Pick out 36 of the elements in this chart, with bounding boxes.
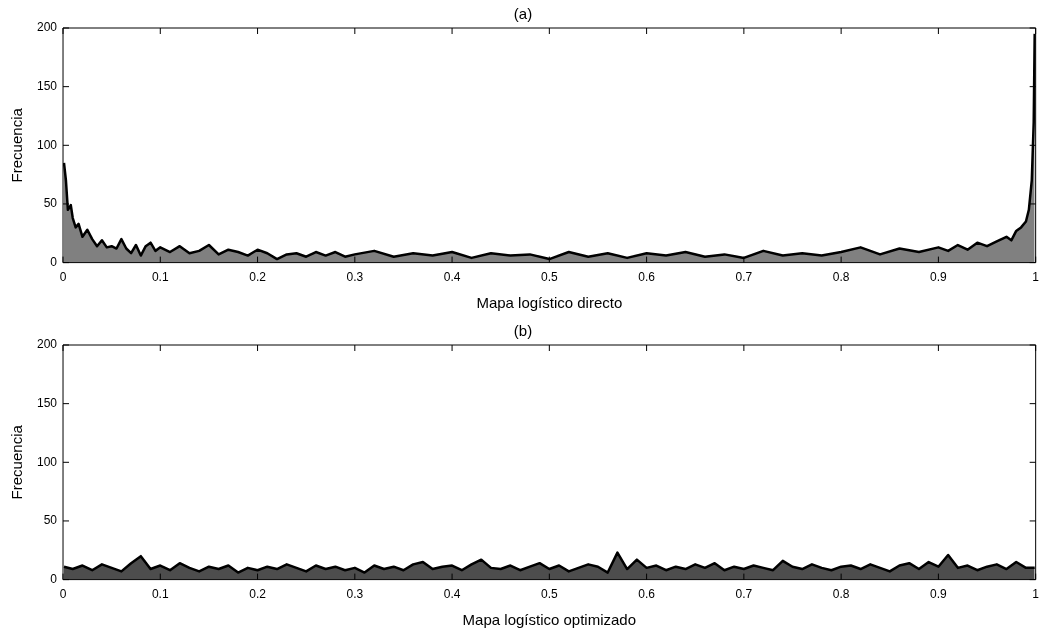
x-tick-label: 0.3 [346,587,364,602]
chart-title: (b) [513,322,533,340]
x-axis-title: Mapa logístico directo [476,294,623,312]
x-tick-label: 0.8 [832,587,850,602]
x-tick-label: 0.2 [249,270,267,285]
x-tick-label: 0.7 [735,587,753,602]
y-axis-title: Frecuencia [8,424,26,500]
x-tick-label: 0.6 [638,587,656,602]
x-axis-title: Mapa logístico optimizado [462,611,637,629]
x-tick-label: 0.5 [541,270,559,285]
x-tick-label: 0.9 [930,587,948,602]
x-tick-label: 1 [1032,270,1040,285]
x-tick-label: 0.2 [249,587,267,602]
y-tick-label: 50 [43,513,58,528]
y-tick-label: 200 [36,20,58,35]
x-tick-label: 0.4 [443,587,461,602]
x-tick-label: 0.6 [638,270,656,285]
chart-title: (a) [513,5,533,23]
y-tick-label: 0 [50,571,58,586]
x-tick-label: 0.7 [735,270,753,285]
y-tick-label: 150 [36,395,58,410]
x-tick-label: 0.5 [541,587,559,602]
x-tick-label: 0.9 [930,270,948,285]
x-tick-label: 0.1 [151,270,169,285]
y-tick-label: 150 [36,78,58,93]
y-tick-label: 100 [36,454,58,469]
y-tick-label: 50 [43,196,58,211]
x-tick-label: 0.3 [346,270,364,285]
y-tick-label: 0 [50,254,58,269]
x-tick-label: 0.1 [151,587,169,602]
y-tick-label: 200 [36,337,58,352]
x-tick-label: 0.8 [832,270,850,285]
x-tick-label: 0.4 [443,270,461,285]
y-tick-label: 100 [36,137,58,152]
x-tick-label: 1 [1032,587,1040,602]
y-axis-title: Frecuencia [8,107,26,183]
